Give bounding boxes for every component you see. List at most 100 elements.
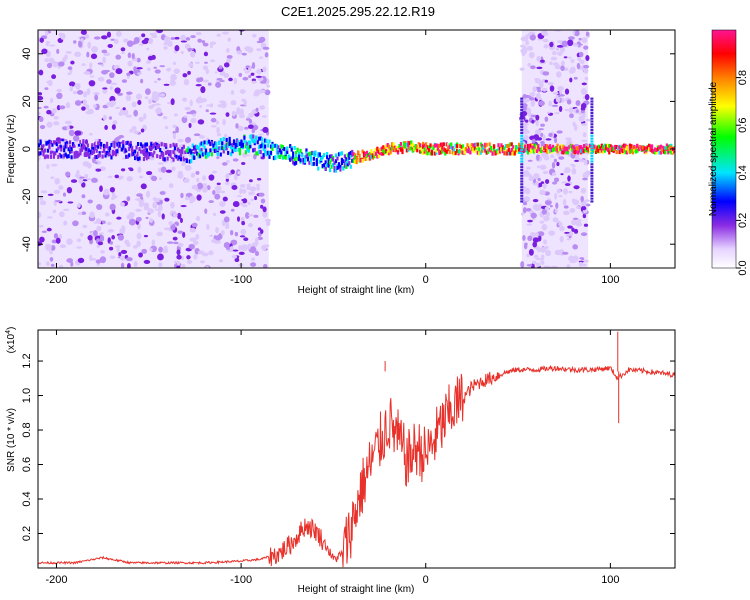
noise-speck bbox=[533, 134, 540, 141]
signal-cell bbox=[349, 164, 352, 169]
noise-speck bbox=[239, 187, 243, 195]
noise-speck bbox=[259, 81, 267, 84]
noise-speck bbox=[190, 172, 196, 178]
signal-cell bbox=[339, 151, 342, 156]
noise-speck bbox=[172, 236, 178, 241]
noise-speck bbox=[199, 105, 203, 108]
noise-speck bbox=[38, 116, 44, 123]
noise-speck bbox=[133, 37, 140, 44]
signal-cell bbox=[249, 144, 252, 149]
noise-speck bbox=[262, 210, 268, 218]
noise-speck bbox=[128, 218, 136, 226]
signal-cell bbox=[516, 149, 519, 154]
transient-cell bbox=[590, 168, 594, 172]
signal-cell bbox=[321, 163, 324, 168]
noise-speck bbox=[563, 67, 569, 72]
signal-cell bbox=[283, 147, 286, 152]
signal-cell bbox=[69, 149, 72, 154]
noise-speck bbox=[118, 175, 124, 180]
noise-speck bbox=[215, 81, 222, 88]
noise-speck bbox=[58, 264, 64, 268]
signal-cell bbox=[373, 151, 376, 156]
noise-speck bbox=[208, 174, 215, 181]
signal-cell bbox=[222, 137, 225, 142]
noise-speck bbox=[109, 85, 113, 91]
signal-cell bbox=[642, 145, 645, 150]
noise-speck bbox=[256, 40, 262, 44]
noise-speck bbox=[146, 47, 150, 51]
noise-speck bbox=[245, 70, 250, 74]
noise-speck bbox=[43, 105, 49, 109]
signal-cell bbox=[196, 151, 199, 156]
noise-speck bbox=[205, 68, 210, 75]
noise-speck bbox=[203, 51, 209, 57]
signal-cell bbox=[261, 143, 264, 148]
signal-cell bbox=[618, 150, 621, 155]
signal-cell bbox=[129, 140, 132, 145]
noise-speck bbox=[564, 88, 570, 95]
signal-cell bbox=[435, 143, 438, 148]
signal-cell bbox=[46, 148, 50, 153]
signal-cell bbox=[365, 153, 369, 158]
snr-panel: -200 -100 0 100 0.20.40.60.81.01.2 Height o… bbox=[5, 327, 676, 595]
signal-cell bbox=[67, 147, 70, 152]
signal-cell bbox=[410, 146, 413, 151]
noise-speck bbox=[571, 227, 575, 233]
noise-speck bbox=[230, 208, 235, 212]
signal-cell bbox=[577, 150, 580, 155]
signal-cell bbox=[57, 154, 60, 159]
colorbar-tick-label: 0.6 bbox=[737, 118, 749, 133]
noise-speck bbox=[70, 60, 75, 65]
noise-speck bbox=[211, 170, 218, 174]
signal-cell bbox=[556, 147, 559, 152]
noise-speck bbox=[573, 228, 579, 234]
signal-cell bbox=[563, 147, 567, 152]
noise-speck bbox=[176, 254, 182, 260]
signal-cell bbox=[48, 139, 51, 144]
signal-cell bbox=[70, 155, 73, 160]
signal-cell bbox=[509, 142, 512, 147]
signal-cell bbox=[97, 141, 100, 146]
noise-speck bbox=[99, 166, 106, 171]
noise-speck bbox=[248, 191, 255, 196]
noise-speck bbox=[116, 247, 120, 253]
noise-speck bbox=[535, 114, 540, 121]
signal-cell bbox=[162, 154, 165, 159]
noise-speck bbox=[41, 48, 48, 55]
noise-speck bbox=[530, 100, 536, 107]
signal-cell bbox=[492, 147, 496, 152]
noise-speck bbox=[246, 185, 252, 191]
noise-speck bbox=[81, 63, 86, 67]
noise-speck bbox=[537, 89, 542, 93]
noise-speck bbox=[89, 75, 95, 78]
signal-cell bbox=[210, 152, 214, 157]
noise-speck bbox=[149, 218, 153, 223]
noise-speck bbox=[582, 213, 587, 219]
signal-cell bbox=[57, 139, 60, 144]
noise-speck bbox=[135, 208, 140, 212]
signal-cell bbox=[94, 142, 97, 147]
noise-speck bbox=[553, 177, 560, 183]
noise-speck bbox=[218, 65, 223, 70]
signal-cell bbox=[481, 148, 484, 153]
noise-speck bbox=[263, 263, 268, 268]
snr-y-tick-label: 0.6 bbox=[21, 457, 33, 472]
signal-cell bbox=[398, 143, 401, 148]
signal-cell bbox=[290, 156, 293, 161]
noise-speck bbox=[121, 225, 126, 233]
noise-speck bbox=[561, 40, 568, 48]
noise-speck bbox=[78, 178, 84, 184]
signal-cell bbox=[374, 151, 377, 156]
noise-speck bbox=[545, 249, 552, 257]
noise-speck bbox=[86, 178, 91, 181]
signal-cell bbox=[117, 142, 120, 147]
noise-speck bbox=[139, 202, 145, 206]
signal-cell bbox=[583, 149, 586, 154]
noise-speck bbox=[88, 80, 96, 87]
signal-cell bbox=[501, 149, 505, 154]
signal-cell bbox=[219, 146, 222, 151]
noise-speck bbox=[141, 33, 146, 38]
noise-speck bbox=[45, 261, 50, 266]
noise-speck bbox=[580, 110, 586, 114]
signal-cell bbox=[268, 150, 271, 155]
